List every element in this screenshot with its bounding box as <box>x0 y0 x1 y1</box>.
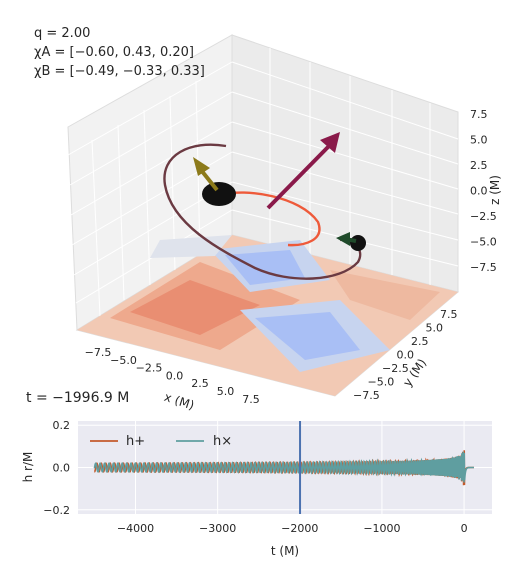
waveform-y-tick-label: −0.2 <box>43 504 70 517</box>
strain-contour-floor <box>77 235 458 396</box>
angular-momentum-vector <box>266 143 332 210</box>
waveform-x-tick-label: −2000 <box>281 522 318 535</box>
y-tick-label: 0.0 <box>397 349 415 362</box>
y-tick-label: −2.5 <box>382 362 409 375</box>
legend-label-h-cross: h× <box>213 434 232 449</box>
z-tick-label: 2.5 <box>470 159 488 172</box>
current-time-label: t = −1996.9 M <box>26 390 129 406</box>
z-tick-label: −7.5 <box>470 261 497 274</box>
spin-a-label: χA = [−0.60, 0.43, 0.20] <box>34 45 194 60</box>
y-tick-label: 2.5 <box>411 335 429 348</box>
z-axis-ticks: 7.5 5.0 2.5 0.0 −2.5 −5.0 −7.5 <box>470 108 497 274</box>
z-tick-label: 7.5 <box>470 108 488 121</box>
y-tick-label: −5.0 <box>368 376 395 389</box>
black-hole-a <box>202 182 236 206</box>
orbit-3d-plot: 7.55.02.50.0−2.5−5.0−7.5 z (M) −7.5−5.0−… <box>67 34 502 413</box>
y-tick-label: 7.5 <box>440 308 458 321</box>
waveform-x-axis-label: t (M) <box>271 544 299 558</box>
x-tick-label: 2.5 <box>191 377 209 390</box>
waveform-x-tick-label: 0 <box>461 522 468 535</box>
mass-ratio-label: q = 2.00 <box>34 26 90 41</box>
spin-arrowhead-a <box>193 157 210 176</box>
angular-momentum-arrowhead <box>320 132 340 153</box>
spin-arrowhead-b <box>336 232 350 246</box>
y-tick-label: 5.0 <box>426 322 444 335</box>
x-axis-ticks: −7.5−5.0−2.50.0 2.5 5.0 7.5 <box>85 346 260 406</box>
waveform-y-axis-label: h r/M <box>21 452 35 483</box>
z-tick-label: 0.0 <box>470 185 488 198</box>
waveform-plot: −4000 −3000 −2000 −1000 0 −0.2 0.0 0.2 t (M) h… <box>21 419 492 558</box>
z-axis-label: z (M) <box>488 175 502 205</box>
black-hole-b <box>350 235 366 251</box>
x-tick-label: 7.5 <box>242 393 260 406</box>
legend-label-h-plus: h+ <box>126 434 145 449</box>
waveform-y-tick-label: 0.0 <box>53 462 71 475</box>
z-tick-label: −2.5 <box>470 210 497 223</box>
z-tick-label: 5.0 <box>470 134 488 147</box>
spin-vector-a <box>199 168 219 192</box>
spin-b-label: χB = [−0.49, −0.33, 0.33] <box>34 64 205 79</box>
x-axis-label: x (M) <box>163 390 196 413</box>
waveform-x-ticks: −4000 −3000 −2000 −1000 0 <box>117 522 468 535</box>
waveform-y-ticks: −0.2 0.0 0.2 <box>43 419 70 517</box>
y-axis-ticks: 7.55.02.50.0−2.5−5.0−7.5 <box>353 308 458 402</box>
x-tick-label: −2.5 <box>136 362 163 375</box>
waveform-y-tick-label: 0.2 <box>53 419 71 432</box>
waveform-legend: h+ h× <box>90 434 232 449</box>
y-tick-label: −7.5 <box>353 389 380 402</box>
waveform-x-tick-label: −3000 <box>199 522 236 535</box>
orbit-track-red <box>221 191 321 247</box>
waveform-x-tick-label: −1000 <box>363 522 400 535</box>
waveform-x-tick-label: −4000 <box>117 522 154 535</box>
x-tick-label: −7.5 <box>85 346 112 359</box>
x-tick-label: 5.0 <box>217 385 235 398</box>
z-tick-label: −5.0 <box>470 236 497 249</box>
series-h-cross-line <box>93 451 474 483</box>
x-tick-label: 0.0 <box>166 369 184 382</box>
orbit-track-dark <box>163 143 362 280</box>
x-tick-label: −5.0 <box>110 354 137 367</box>
pane-gridlines <box>67 48 459 317</box>
